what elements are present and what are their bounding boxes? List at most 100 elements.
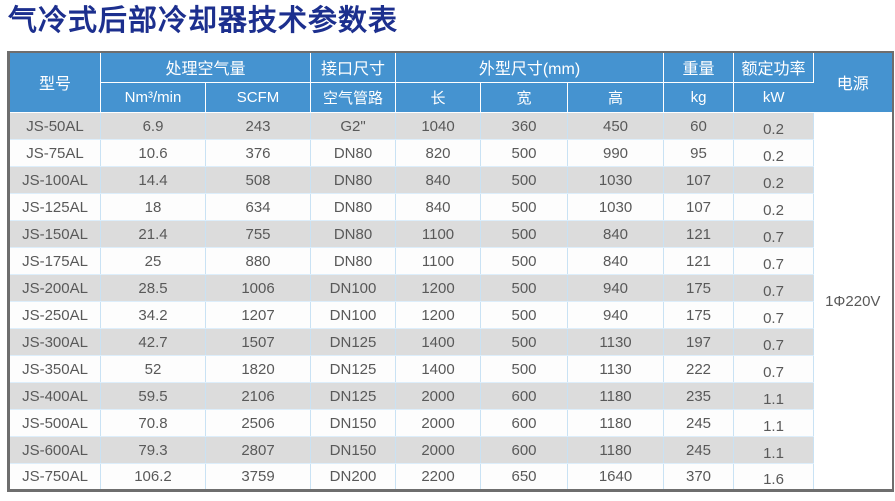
- cell-nm3min: 25: [100, 247, 206, 276]
- cell-kg: 60: [663, 112, 735, 141]
- cell-kg: 245: [663, 409, 735, 438]
- cell-model: JS-200AL: [8, 274, 101, 303]
- cell-length: 2000: [395, 436, 482, 465]
- cell-scfm: 1006: [205, 274, 312, 303]
- cell-kw: 1.1: [733, 436, 815, 465]
- cell-nm3min: 28.5: [100, 274, 206, 303]
- cell-kg: 121: [663, 220, 735, 249]
- spec-table: 型号 处理空气量 接口尺寸 外型尺寸(mm) 重量 额定功率 电源 Nm³/mi…: [7, 50, 894, 493]
- cell-kw: 1.6: [733, 463, 815, 492]
- cell-kg: 370: [663, 463, 735, 492]
- table-header: 型号 处理空气量 接口尺寸 外型尺寸(mm) 重量 额定功率 电源 Nm³/mi…: [8, 51, 893, 114]
- cell-nm3min: 106.2: [100, 463, 206, 492]
- cell-model: JS-350AL: [8, 355, 101, 384]
- cell-width: 500: [480, 139, 569, 168]
- page-title: 气冷式后部冷却器技术参数表: [8, 5, 399, 37]
- cell-kw: 0.2: [733, 193, 815, 222]
- cell-height: 1030: [567, 166, 665, 195]
- cell-height: 1640: [567, 463, 665, 492]
- cell-model: JS-175AL: [8, 247, 101, 276]
- table-row: JS-250AL 34.2 1207 DN100 1200 500 940 17…: [8, 301, 893, 330]
- col-header-dimensions: 外型尺寸(mm): [395, 51, 665, 84]
- cell-scfm: 755: [205, 220, 312, 249]
- cell-model: JS-250AL: [8, 301, 101, 330]
- cell-nm3min: 6.9: [100, 112, 206, 141]
- cell-width: 600: [480, 382, 569, 411]
- cell-nm3min: 34.2: [100, 301, 206, 330]
- cell-kw: 0.7: [733, 301, 815, 330]
- table-row: JS-350AL 52 1820 DN125 1400 500 1130 222…: [8, 355, 893, 384]
- col-header-power-supply: 电源: [813, 51, 893, 114]
- cell-length: 1100: [395, 220, 482, 249]
- cell-length: 840: [395, 193, 482, 222]
- cell-scfm: 2506: [205, 409, 312, 438]
- cell-height: 1130: [567, 328, 665, 357]
- cell-width: 360: [480, 112, 569, 141]
- cell-height: 1180: [567, 409, 665, 438]
- cell-kg: 197: [663, 328, 735, 357]
- cell-nm3min: 14.4: [100, 166, 206, 195]
- cell-pipeline: DN80: [310, 220, 397, 249]
- cell-model: JS-100AL: [8, 166, 101, 195]
- cell-model: JS-75AL: [8, 139, 101, 168]
- cell-pipeline: DN100: [310, 301, 397, 330]
- col-header-air-pipeline: 空气管路: [310, 82, 397, 114]
- col-header-kw: kW: [733, 82, 814, 114]
- cell-kw: 0.7: [733, 220, 815, 249]
- cell-pipeline: DN80: [310, 193, 397, 222]
- cell-pipeline: G2": [310, 112, 397, 141]
- cell-length: 2200: [395, 463, 482, 492]
- cell-kg: 175: [663, 274, 735, 303]
- table-row: JS-750AL 106.2 3759 DN200 2200 650 1640 …: [8, 463, 893, 492]
- cell-kg: 95: [663, 139, 735, 168]
- table-body: JS-50AL 6.9 243 G2" 1040 360 450 60 0.2 …: [8, 112, 893, 492]
- cell-model: JS-50AL: [8, 112, 101, 141]
- cell-pipeline: DN80: [310, 166, 397, 195]
- cell-pipeline: DN125: [310, 382, 397, 411]
- cell-scfm: 1507: [205, 328, 312, 357]
- cell-height: 450: [567, 112, 665, 141]
- cell-length: 820: [395, 139, 482, 168]
- cell-scfm: 3759: [205, 463, 312, 492]
- cell-model: JS-150AL: [8, 220, 101, 249]
- cell-pipeline: DN125: [310, 355, 397, 384]
- cell-height: 940: [567, 274, 665, 303]
- cell-power-supply: 1Φ220V: [813, 112, 893, 491]
- cell-nm3min: 79.3: [100, 436, 206, 465]
- cell-kw: 0.2: [733, 166, 815, 195]
- cell-width: 600: [480, 409, 569, 438]
- cell-nm3min: 59.5: [100, 382, 206, 411]
- table-row: JS-200AL 28.5 1006 DN100 1200 500 940 17…: [8, 274, 893, 303]
- cell-nm3min: 21.4: [100, 220, 206, 249]
- cell-model: JS-750AL: [8, 463, 101, 492]
- cell-kw: 1.1: [733, 382, 815, 411]
- cell-height: 990: [567, 139, 665, 168]
- cell-width: 500: [480, 166, 569, 195]
- cell-model: JS-500AL: [8, 409, 101, 438]
- cell-height: 840: [567, 220, 665, 249]
- cell-length: 1400: [395, 328, 482, 357]
- cell-height: 840: [567, 247, 665, 276]
- cell-scfm: 1820: [205, 355, 312, 384]
- cell-kg: 121: [663, 247, 735, 276]
- col-header-height: 高: [567, 82, 665, 114]
- cell-kg: 175: [663, 301, 735, 330]
- cell-kw: 0.7: [733, 247, 815, 276]
- cell-nm3min: 52: [100, 355, 206, 384]
- cell-height: 1180: [567, 436, 665, 465]
- cell-length: 1200: [395, 274, 482, 303]
- col-header-scfm: SCFM: [205, 82, 312, 114]
- cell-nm3min: 18: [100, 193, 206, 222]
- cell-nm3min: 10.6: [100, 139, 206, 168]
- cell-model: JS-125AL: [8, 193, 101, 222]
- cell-kw: 0.7: [733, 274, 815, 303]
- cell-nm3min: 70.8: [100, 409, 206, 438]
- table-row: JS-50AL 6.9 243 G2" 1040 360 450 60 0.2 …: [8, 112, 893, 491]
- cell-pipeline: DN200: [310, 463, 397, 492]
- cell-kg: 235: [663, 382, 735, 411]
- col-header-kg: kg: [663, 82, 735, 114]
- cell-length: 1040: [395, 112, 482, 141]
- table-row: JS-600AL 79.3 2807 DN150 2000 600 1180 2…: [8, 436, 893, 465]
- cell-kw: 0.7: [733, 355, 815, 384]
